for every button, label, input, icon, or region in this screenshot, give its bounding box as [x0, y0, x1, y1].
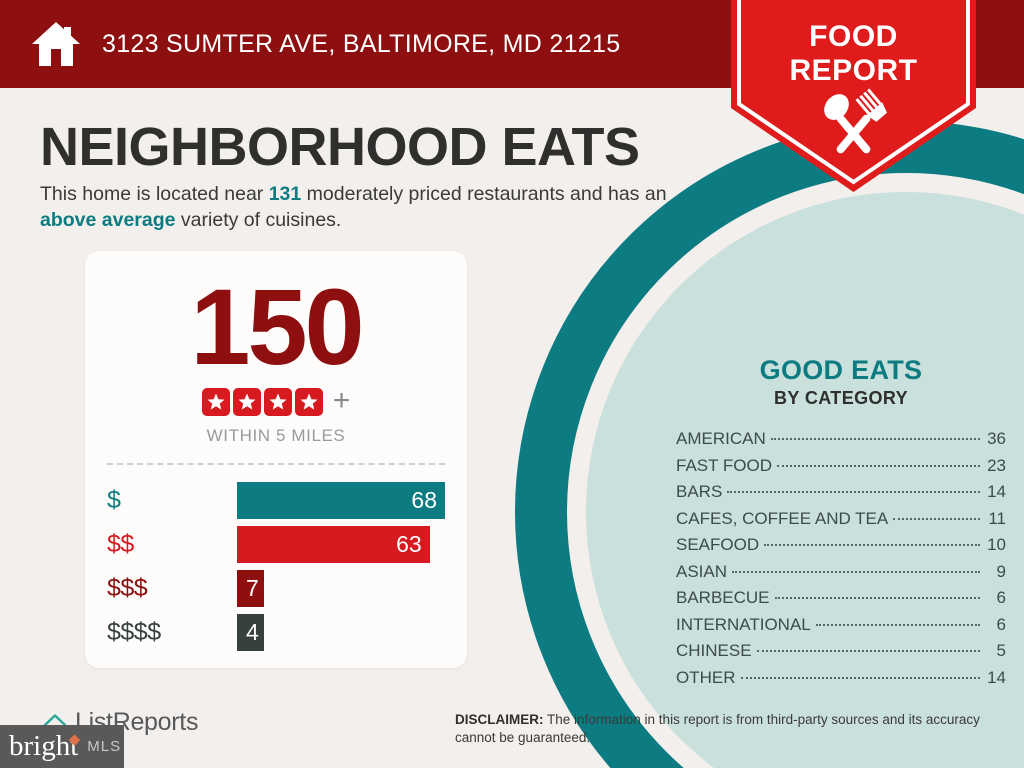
price-tier-track: 4 — [237, 614, 445, 651]
price-tier-row: $$ 63 — [107, 523, 445, 566]
good-eats-count: 9 — [996, 561, 1006, 581]
good-eats-subtitle: BY CATEGORY — [773, 388, 909, 408]
price-tier-bar-chart: $68 $$ 63 $$$ 7 $$$$ 4 — [85, 479, 467, 654]
restaurant-count: 150 — [190, 266, 364, 387]
good-eats-row: FAST FOOD 23 — [676, 457, 1006, 484]
leader-dots — [764, 544, 980, 546]
price-tier-label: $$ — [107, 530, 134, 558]
good-eats-row: INTERNATIONAL 6 — [676, 616, 1006, 643]
good-eats-count: 5 — [996, 641, 1006, 660]
good-eats-count: 6 — [996, 614, 1006, 634]
subtitle-text-2: moderately priced restaurants and has an — [301, 183, 667, 205]
bright-accent-icon: ◆ — [68, 732, 81, 748]
leader-dots — [732, 570, 980, 573]
price-tier-track: 68 — [237, 482, 445, 519]
good-eats-row: ASIAN 9 — [676, 563, 1006, 590]
good-eats-row: BARBECUE 6 — [676, 589, 1006, 616]
good-eats-category: FAST FOOD — [676, 455, 773, 475]
page-subtitle: This home is located near 131 moderately… — [40, 182, 720, 234]
leader-dots — [893, 517, 980, 520]
price-tier-bar: 7 — [237, 570, 265, 607]
star-icon — [232, 388, 261, 416]
leader-dots — [777, 464, 980, 467]
food-report-badge: FOOD REPORT — [731, 0, 976, 192]
good-eats-category: SEAFOOD — [676, 535, 760, 554]
star-icon — [263, 388, 292, 416]
leader-dots — [774, 597, 980, 599]
leader-dots — [740, 676, 980, 679]
good-eats-category: BARBECUE — [676, 588, 770, 607]
good-eats-category: CHINESE — [676, 641, 752, 660]
restaurant-stats-card: 150 + WITHIN 5 MILES $68 $$ 63 $$$ 7 $$$$ 4 — [85, 251, 467, 668]
good-eats-category: BARS — [676, 482, 723, 501]
good-eats-row: CAFES, COFFEE AND TEA 11 — [676, 510, 1006, 537]
good-eats-category: ASIAN — [676, 561, 728, 581]
star-plus: + — [332, 384, 351, 417]
good-eats-title: GOOD EATS — [759, 355, 923, 385]
leader-dots — [727, 491, 980, 493]
price-tier-bar: 68 — [237, 482, 445, 519]
badge-line-1: FOOD — [809, 20, 898, 53]
good-eats-count: 14 — [987, 667, 1006, 687]
subtitle-text-3: variety of cuisines. — [175, 208, 342, 231]
house-icon — [32, 22, 80, 66]
page-title: NEIGHBORHOOD EATS — [40, 117, 640, 177]
good-eats-count: 23 — [987, 455, 1006, 475]
subtitle-count: 131 — [268, 183, 302, 205]
price-tier-track: 63 — [237, 526, 445, 563]
bright-word-text: bright — [9, 730, 79, 762]
good-eats-row: BARS 14 — [676, 483, 1006, 510]
price-tier-bar: 63 — [237, 526, 430, 563]
price-tier-row: $$$$ 4 — [107, 611, 445, 654]
badge-text: FOOD REPORT — [731, 20, 976, 88]
disclaimer-label: DISCLAIMER: — [455, 712, 544, 727]
good-eats-count: 10 — [987, 535, 1006, 554]
badge-line-2: REPORT — [789, 53, 918, 87]
price-tier-label: $ — [107, 486, 121, 514]
radius-label: WITHIN 5 MILES — [206, 426, 346, 445]
good-eats-category: OTHER — [676, 667, 736, 687]
leader-dots — [770, 438, 980, 440]
subtitle-variety: above average — [40, 208, 176, 231]
good-eats-list: AMERICAN 36 FAST FOOD 23 BARS 14 CAFES, COFFEE… — [676, 430, 1006, 695]
star-icon — [201, 388, 230, 416]
price-tier-label: $$$$ — [107, 618, 161, 646]
good-eats-count: 36 — [987, 429, 1006, 448]
price-tier-row: $68 — [107, 479, 445, 522]
subtitle-text-1: This home is located near — [40, 183, 269, 205]
leader-dots — [815, 623, 980, 626]
star-icon — [294, 388, 323, 416]
good-eats-count: 11 — [988, 508, 1006, 528]
good-eats-row: CHINESE 5 — [676, 642, 1006, 669]
card-divider — [107, 463, 445, 465]
disclaimer-text: The information in this report is from t… — [455, 712, 980, 746]
good-eats-count: 14 — [987, 482, 1006, 501]
bright-word: bright ◆ — [9, 730, 81, 762]
good-eats-panel: GOOD EATS BY CATEGORY AMERICAN 36 FAST FOO… — [676, 355, 1006, 695]
price-tier-bar: 4 — [237, 614, 265, 651]
property-address: 3123 SUMTER AVE, BALTIMORE, MD 21215 — [102, 29, 621, 58]
good-eats-row: SEAFOOD 10 — [676, 536, 1006, 563]
good-eats-category: INTERNATIONAL — [676, 614, 811, 634]
leader-dots — [756, 650, 980, 652]
price-tier-row: $$$ 7 — [107, 567, 445, 610]
bright-mls-text: MLS — [87, 738, 122, 755]
disclaimer: DISCLAIMER: The information in this repo… — [455, 711, 1015, 747]
good-eats-row: AMERICAN 36 — [676, 430, 1006, 457]
bright-mls-watermark: bright ◆ MLS — [0, 725, 124, 768]
good-eats-category: AMERICAN — [676, 429, 766, 448]
price-tier-track: 7 — [237, 570, 445, 607]
good-eats-category: CAFES, COFFEE AND TEA — [676, 508, 889, 528]
good-eats-row: OTHER 14 — [676, 669, 1006, 696]
star-rating: + — [85, 384, 467, 417]
price-tier-label: $$$ — [107, 574, 148, 602]
good-eats-count: 6 — [996, 588, 1006, 607]
